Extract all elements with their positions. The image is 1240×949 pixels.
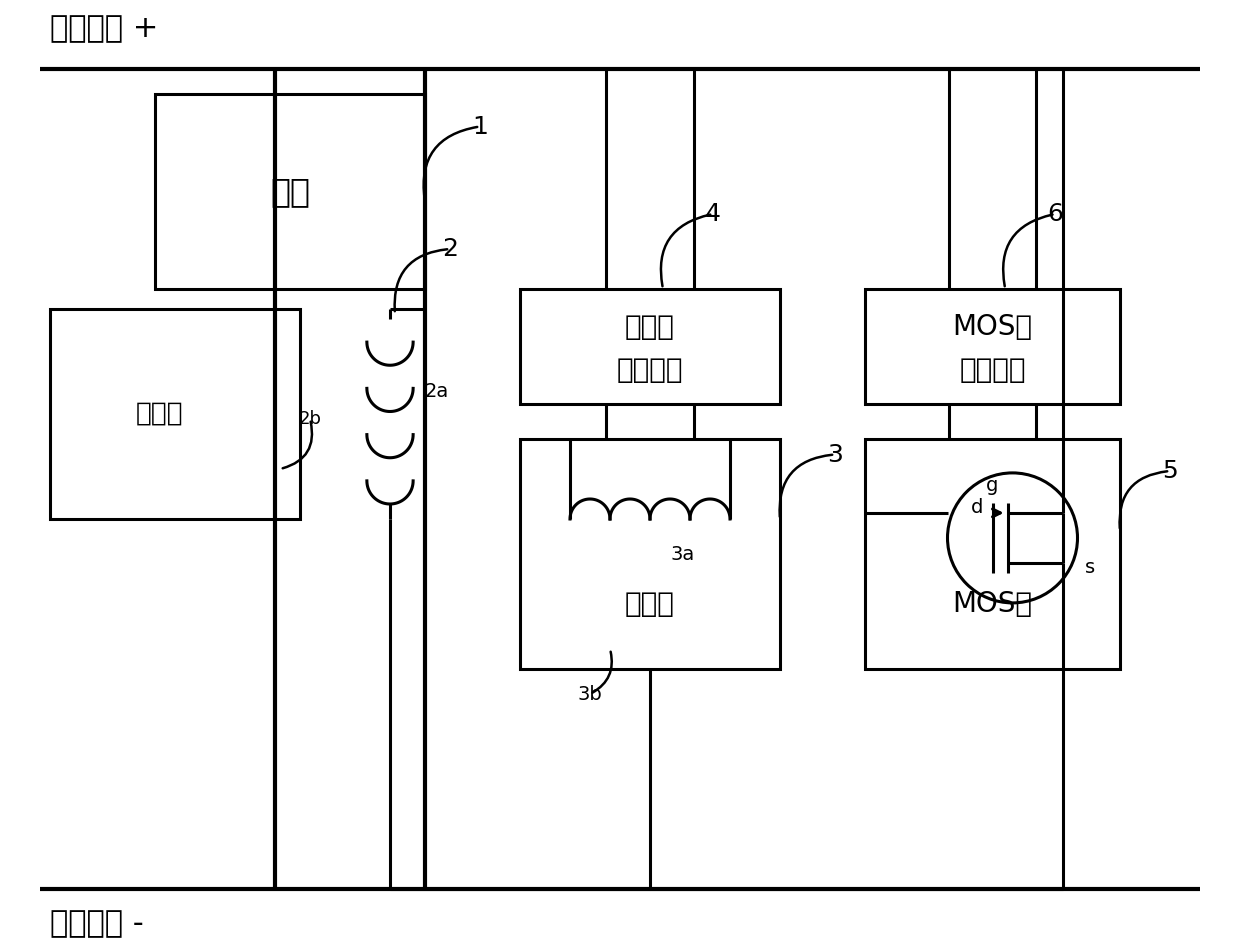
Text: 4: 4 [706,202,720,226]
Text: 3: 3 [827,442,843,467]
Bar [155,94,425,289]
Text: MOS管: MOS管 [952,590,1033,618]
Text: 2a: 2a [425,382,449,401]
Text: 继电器: 继电器 [625,590,675,618]
Text: 2: 2 [441,237,458,261]
Bar [866,439,1120,669]
Text: 负载: 负载 [270,175,310,208]
Bar [50,309,300,519]
Text: 3b: 3b [578,684,603,703]
Text: 5: 5 [1162,459,1178,483]
Text: g: g [986,476,998,495]
Text: 3a: 3a [670,545,694,564]
Text: 2b: 2b [299,410,321,428]
Text: 6: 6 [1048,202,1063,226]
Bar [520,439,780,669]
Text: 驱动电路: 驱动电路 [616,356,683,383]
Text: d: d [971,498,983,517]
Text: s: s [1085,558,1096,577]
Text: 外接电源 +: 外接电源 + [50,14,159,44]
Text: 驱动电路: 驱动电路 [960,356,1025,383]
Text: 1: 1 [472,115,487,139]
Text: 继电器: 继电器 [625,313,675,341]
Bar [866,289,1120,404]
Text: 接触器: 接触器 [136,401,184,427]
Bar [520,289,780,404]
Text: 外接电源 -: 外接电源 - [50,909,144,939]
Text: MOS管: MOS管 [952,313,1033,341]
